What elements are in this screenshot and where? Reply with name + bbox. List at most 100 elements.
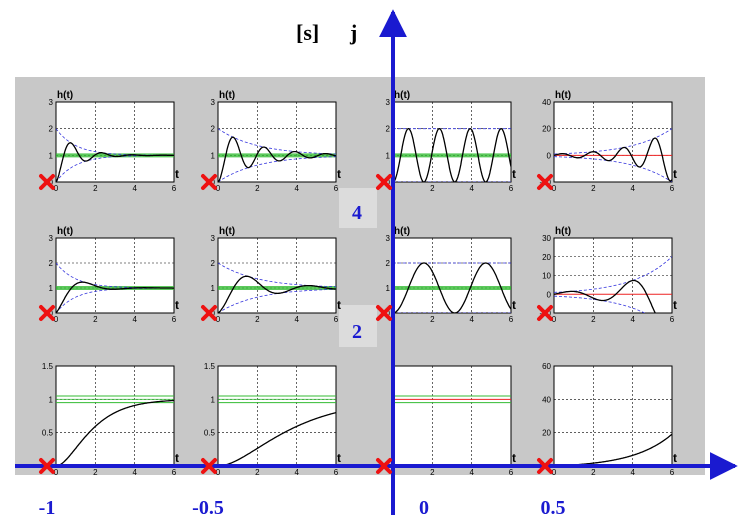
plot-area — [392, 101, 512, 183]
x-tick-label: 0 — [54, 315, 59, 324]
cross-icon — [376, 174, 392, 190]
cross-icon — [537, 458, 553, 474]
x-axis-label: t — [337, 167, 341, 181]
plot-area — [217, 365, 337, 467]
y-tick-label: 2 — [211, 125, 216, 134]
x-tick-label: 2 — [255, 468, 260, 477]
y-tick-label: 1 — [211, 284, 216, 293]
cross-icon — [39, 458, 55, 474]
response-plots: 01230246h(t)t01230246h(t)t01230246h(t)t-… — [42, 90, 677, 477]
x-tick-label: 6 — [670, 315, 675, 324]
plot-area — [55, 237, 175, 314]
x-tick-label: 6 — [172, 468, 177, 477]
plot-area — [392, 237, 512, 314]
y-axis-label: h(t) — [555, 90, 571, 101]
y-tick-label: 1 — [386, 284, 391, 293]
x-axis-label: t — [175, 167, 179, 181]
y-tick-label: 1 — [49, 151, 54, 160]
x-tick-label: 0 — [216, 468, 221, 477]
plot-curves — [393, 395, 511, 404]
x-tick-label: 4 — [294, 315, 299, 324]
plot-area — [392, 365, 512, 467]
y-tick-label: 40 — [542, 395, 551, 404]
y-tick-label: 2 — [49, 259, 54, 268]
response-plot-r1-c3: -1001020300246h(t)t — [539, 226, 677, 324]
plot-curves — [56, 395, 174, 466]
x-tick-label: 6 — [670, 184, 675, 193]
y-axis-label: h(t) — [219, 226, 235, 237]
y-tick-label: 2 — [386, 259, 391, 268]
imaginary-unit-label: j — [349, 20, 357, 45]
response-curve — [56, 142, 174, 182]
cross-icon — [39, 305, 55, 321]
y-tick-label: 3 — [49, 98, 54, 107]
x-tick-label: 0 — [54, 468, 59, 477]
real-tick-label-0-5: 0.5 — [541, 497, 566, 519]
plot-curves — [393, 262, 511, 313]
y-tick-label: 0.5 — [42, 429, 54, 438]
response-curve — [218, 411, 336, 466]
envelope-upper — [554, 256, 672, 293]
y-tick-label: 1.5 — [42, 362, 54, 371]
plot-curves — [554, 256, 672, 313]
x-tick-label: 4 — [132, 184, 137, 193]
x-axis-label: t — [673, 298, 677, 312]
x-axis-label: t — [175, 298, 179, 312]
cross-icon — [537, 305, 553, 321]
y-tick-label: 3 — [386, 98, 391, 107]
y-axis-label: h(t) — [555, 226, 571, 237]
y-tick-label: 1 — [49, 284, 54, 293]
y-tick-label: 3 — [49, 234, 54, 243]
x-tick-label: 2 — [591, 184, 596, 193]
x-tick-label: 4 — [469, 315, 474, 324]
x-tick-label: 6 — [172, 184, 177, 193]
y-tick-label: 1 — [211, 395, 216, 404]
x-tick-label: 0 — [54, 184, 59, 193]
x-tick-label: 4 — [132, 468, 137, 477]
plot-area — [55, 101, 175, 183]
x-tick-label: 2 — [93, 184, 98, 193]
envelope-upper — [554, 128, 672, 155]
y-tick-label: 0.5 — [204, 429, 216, 438]
plot-curves — [56, 128, 174, 182]
x-tick-label: 2 — [93, 468, 98, 477]
imag-tick-box-2 — [339, 305, 377, 347]
response-plot-r0-c3: -20020400246h(t)t — [539, 90, 677, 193]
x-tick-label: 2 — [430, 468, 435, 477]
y-tick-label: 20 — [542, 125, 551, 134]
y-tick-label: 2 — [386, 125, 391, 134]
imag-tick-label-2: 2 — [352, 321, 362, 343]
y-tick-label: 1 — [49, 395, 54, 404]
x-tick-label: 4 — [294, 468, 299, 477]
x-tick-label: 4 — [630, 184, 635, 193]
cross-icon — [376, 458, 392, 474]
x-tick-label: 6 — [334, 184, 339, 193]
y-tick-label: 3 — [211, 98, 216, 107]
x-tick-label: 6 — [509, 184, 514, 193]
x-tick-label: 0 — [216, 315, 221, 324]
plot-area — [553, 237, 673, 314]
response-curve — [56, 399, 174, 466]
x-tick-label: 6 — [509, 315, 514, 324]
x-tick-label: 2 — [255, 184, 260, 193]
x-tick-label: 4 — [469, 468, 474, 477]
response-plot-r2-c3: 02040600246t — [542, 362, 677, 477]
x-tick-label: 6 — [509, 468, 514, 477]
x-tick-label: 2 — [591, 468, 596, 477]
y-tick-label: 1 — [386, 151, 391, 160]
y-axis-label: h(t) — [57, 226, 73, 237]
y-tick-label: 30 — [542, 234, 551, 243]
real-tick-label-minus-0-5: -0.5 — [192, 497, 224, 519]
plot-area — [217, 101, 337, 183]
response-curve — [56, 281, 174, 313]
envelope-lower — [218, 156, 336, 182]
x-axis-label: t — [512, 167, 516, 181]
x-tick-label: 0 — [552, 184, 557, 193]
y-tick-label: 1 — [211, 151, 216, 160]
envelope-lower — [554, 156, 672, 182]
y-tick-label: 0 — [49, 178, 54, 187]
